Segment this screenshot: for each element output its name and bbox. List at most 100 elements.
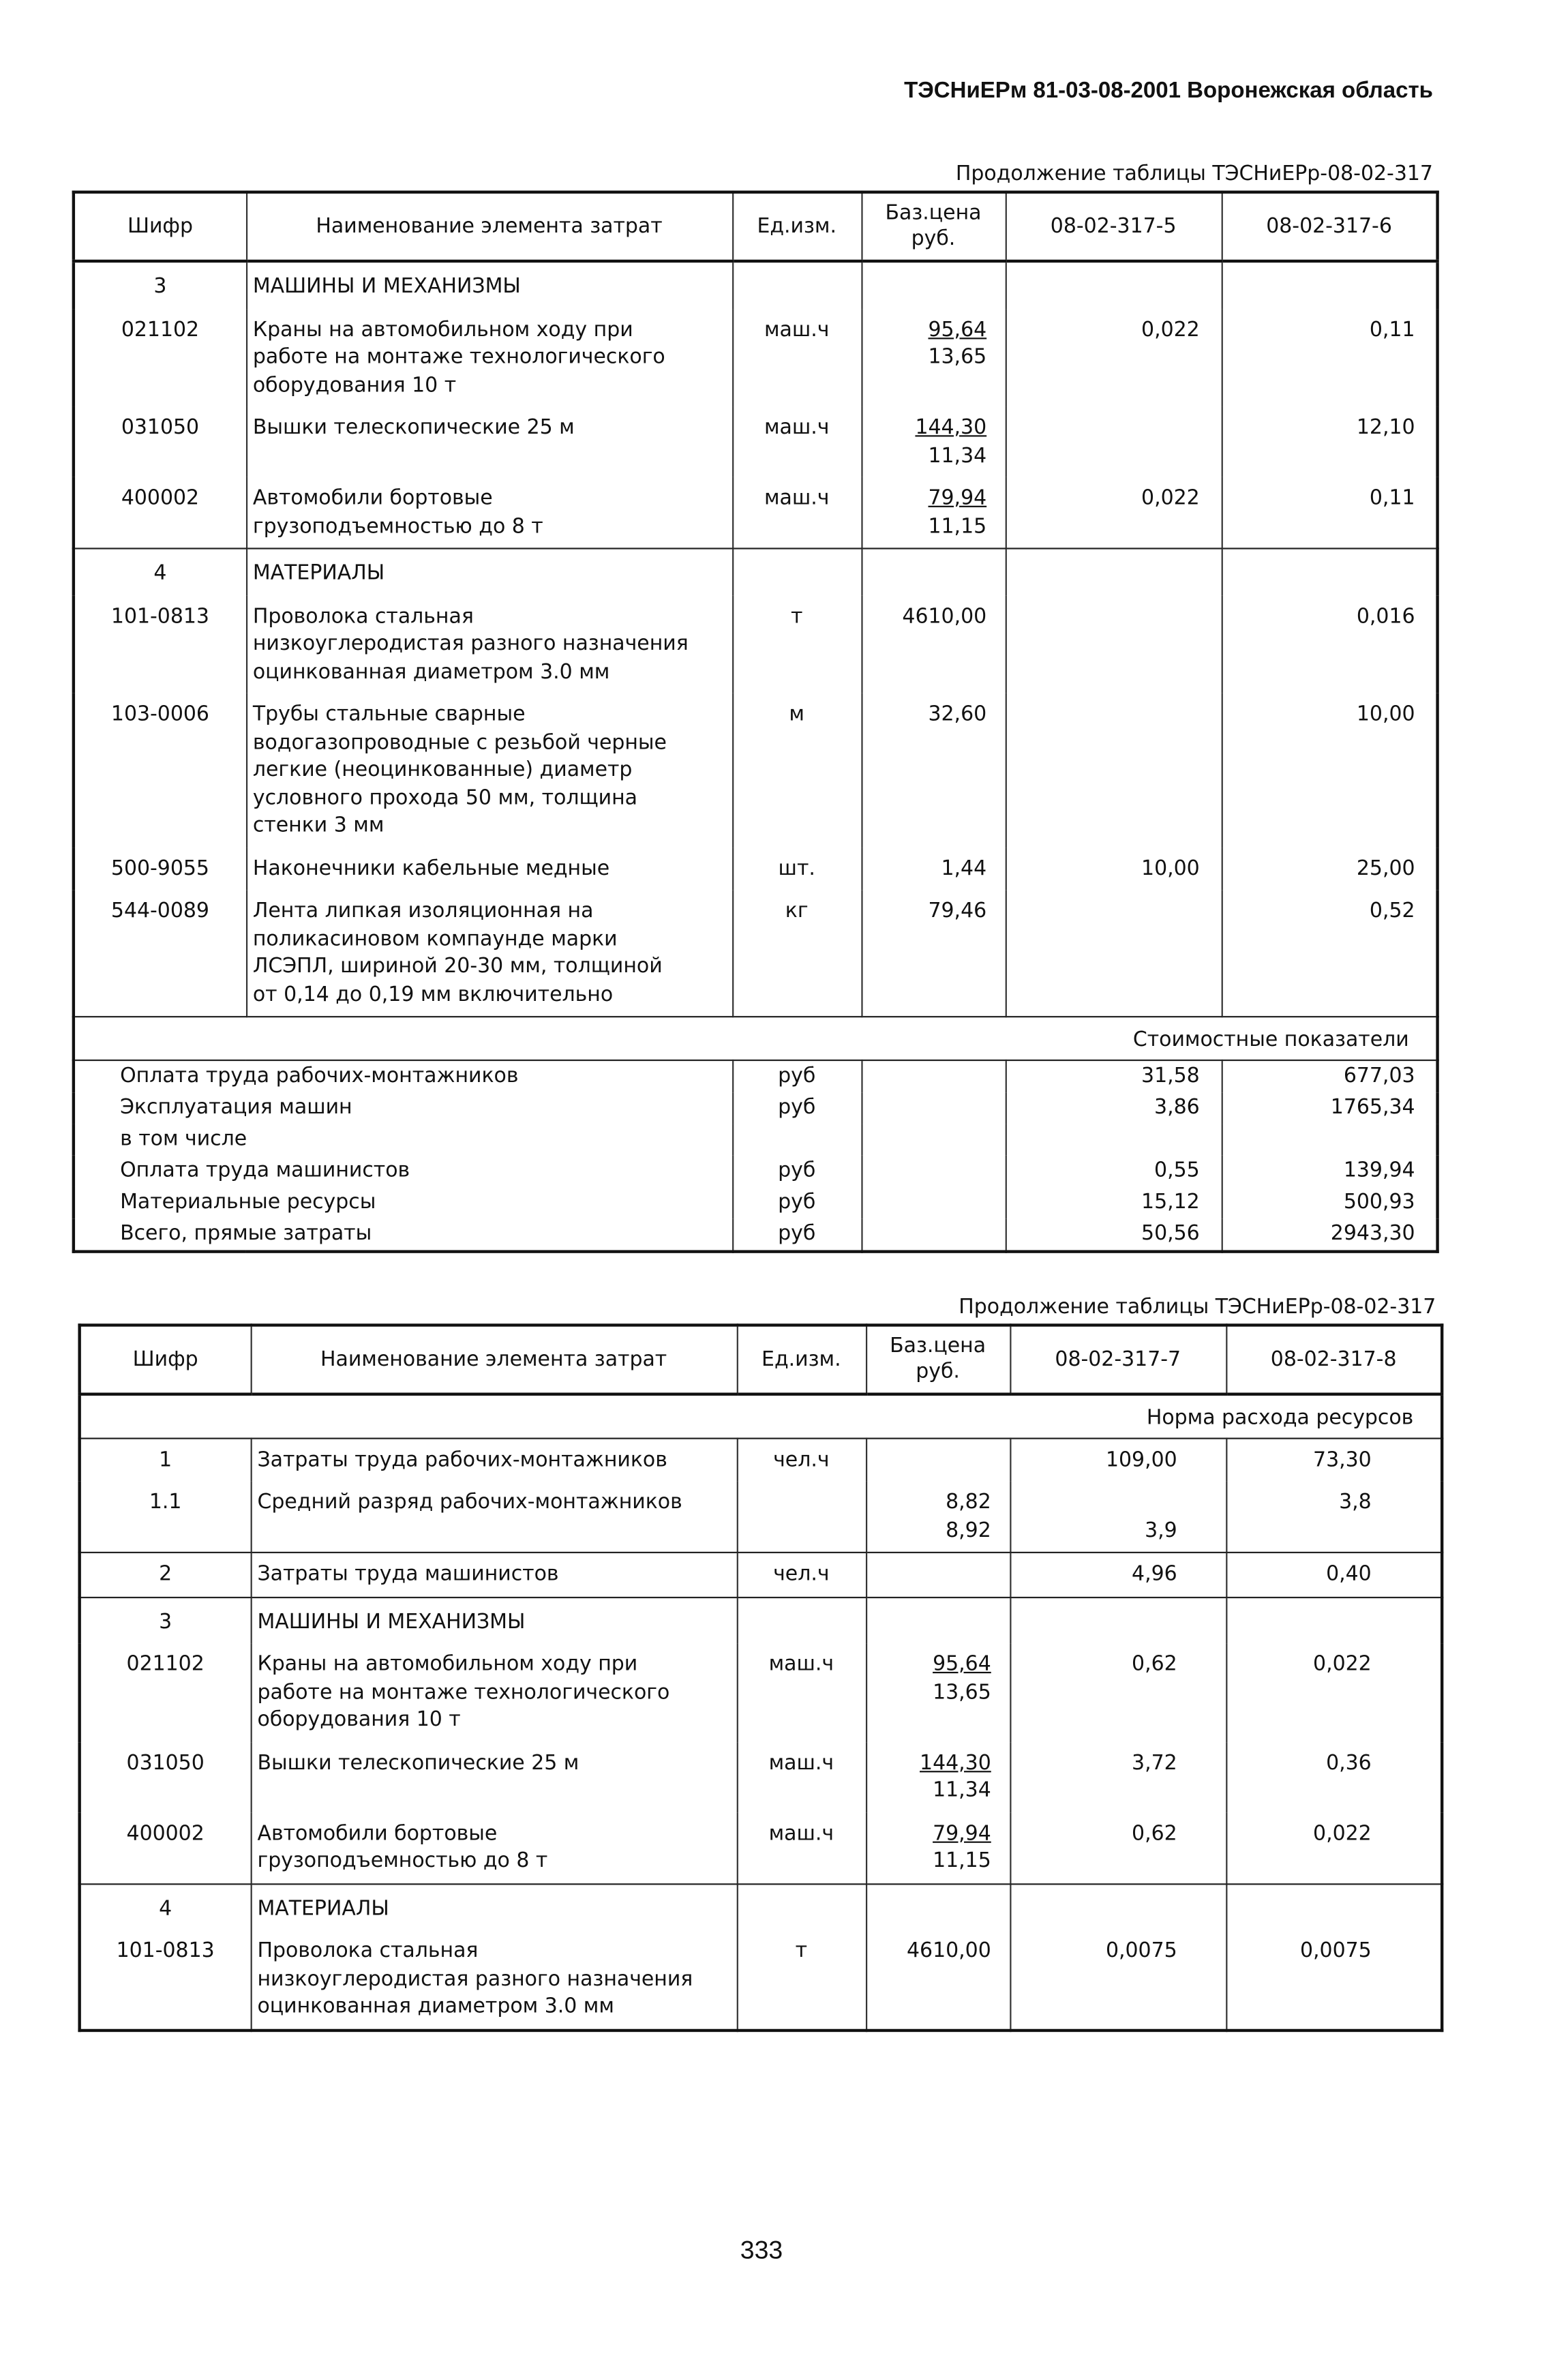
section-band-row: Стоимостные показатели: [72, 1017, 1438, 1060]
header-line: руб.: [911, 226, 956, 251]
value-cell-1: [1004, 548, 1222, 595]
summary-label: Эксплуатация машин: [72, 1092, 734, 1124]
unit-cell: чел.ч: [736, 1552, 867, 1598]
value-cell-1: 0,022: [1004, 308, 1222, 407]
summary-value-2: 500,93: [1220, 1186, 1438, 1218]
summary-label: Оплата труда рабочих-монтажников: [72, 1059, 734, 1092]
summary-value-1: 31,58: [1004, 1059, 1222, 1092]
summary-value-2: 1765,34: [1220, 1092, 1438, 1124]
value-cell-1: [1009, 1596, 1227, 1644]
summary-value-1: 0,55: [1004, 1154, 1222, 1186]
name-cell: МАТЕРИАЛЫ: [245, 548, 734, 595]
price-denominator: 11,34: [928, 443, 987, 468]
name-cell: МАШИНЫ И МЕХАНИЗМЫ: [245, 260, 734, 309]
value-cell-1: 109,00: [1009, 1437, 1227, 1482]
value-cell-1: 3,72: [1009, 1741, 1227, 1812]
price-cell: [860, 260, 1006, 309]
value-cell-2: 73,30: [1225, 1437, 1443, 1482]
header-price: Баз.цена руб.: [864, 1325, 1011, 1396]
cell-line: [1233, 1516, 1372, 1544]
name-cell: Затраты труда рабочих-монтажников: [250, 1437, 738, 1482]
unit-cell: [736, 1481, 867, 1554]
section-row: 3 МАШИНЫ И МЕХАНИЗМЫ: [72, 260, 1438, 309]
value-cell-1: 0,62: [1009, 1812, 1227, 1885]
name-cell: МАТЕРИАЛЫ: [250, 1883, 738, 1930]
price-denominator: 13,65: [928, 345, 987, 370]
price-cell: 79,94 11,15: [860, 477, 1006, 550]
price-numerator: 79,94: [933, 1820, 991, 1846]
price-cell: 1,44: [860, 847, 1006, 890]
price-cell: [864, 1437, 1011, 1482]
header-code: Шифр: [72, 192, 247, 263]
header-code: Шифр: [78, 1325, 252, 1396]
header-column-08-02-317-5: 08-02-317-5: [1004, 192, 1222, 263]
resource-table-2: Шифр Наименование элемента затрат Ед.изм. Б…: [78, 1323, 1444, 2032]
header-column-08-02-317-8: 08-02-317-8: [1225, 1325, 1443, 1396]
price-cell: [864, 1596, 1011, 1644]
name-cell: Средний разряд рабочих-монтажников: [250, 1481, 738, 1554]
unit-cell: м: [731, 693, 862, 848]
code-cell: 101-0813: [78, 1930, 252, 2030]
value-cell-2: 0,36: [1225, 1741, 1443, 1812]
name-cell: Лента липкая изоляционная на поликасинов…: [245, 890, 734, 1018]
summary-unit: [731, 1123, 862, 1155]
section-band-row: Норма расхода ресурсов: [78, 1394, 1443, 1439]
code-cell: 031050: [72, 406, 247, 477]
name-cell: Вышки телескопические 25 м: [250, 1741, 738, 1812]
value-cell-2: 0,11: [1220, 308, 1438, 407]
section-row: 4 МАТЕРИАЛЫ: [72, 548, 1438, 595]
section-row: 4 МАТЕРИАЛЫ: [78, 1883, 1443, 1930]
cell-line: 8,92: [946, 1518, 991, 1542]
header-line: Баз.цена: [890, 1334, 986, 1358]
code-cell: 544-0089: [72, 890, 247, 1018]
section-band-label: Норма расхода ресурсов: [78, 1394, 1443, 1439]
value-cell-2: 0,40: [1225, 1552, 1443, 1598]
price-numerator: 144,30: [920, 1750, 991, 1775]
header-column-08-02-317-6: 08-02-317-6: [1220, 192, 1438, 263]
value-cell-2: 0,11: [1220, 477, 1438, 550]
name-cell: Проволока стальная низкоуглеродистая раз…: [250, 1930, 738, 2030]
value-cell-2: [1220, 548, 1438, 595]
value-cell-1: [1004, 595, 1222, 693]
summary-value-1: 15,12: [1004, 1186, 1222, 1218]
summary-value-1: 50,56: [1004, 1218, 1222, 1251]
unit-cell: [736, 1596, 867, 1644]
unit-cell: [731, 260, 862, 309]
price-cell: 95,64 13,65: [864, 1643, 1011, 1742]
summary-row: Оплата труда рабочих-монтажников руб 31,58…: [72, 1059, 1438, 1092]
unit-cell: шт.: [731, 847, 862, 890]
price-cell: [864, 1552, 1011, 1598]
unit-cell: маш.ч: [736, 1741, 867, 1812]
price-cell: 4610,00: [860, 595, 1006, 693]
value-cell-1: [1009, 1883, 1227, 1930]
table-row: 101-0813 Проволока стальная низкоуглероди…: [72, 595, 1438, 693]
header-line: руб.: [916, 1360, 960, 1384]
header-line: Ед.изм.: [757, 213, 836, 238]
page-number: 333: [740, 2236, 783, 2265]
code-cell: 2: [78, 1552, 252, 1598]
summary-price: [860, 1154, 1006, 1186]
code-cell: 3: [78, 1596, 252, 1644]
header-line: Шифр: [127, 213, 193, 238]
header-price: Баз.цена руб.: [860, 192, 1006, 263]
code-cell: 1.1: [78, 1481, 252, 1554]
summary-value-2: [1220, 1123, 1438, 1155]
table-row: 021102 Краны на автомобильном ходу при ра…: [78, 1643, 1443, 1742]
value-cell-1: [1004, 693, 1222, 848]
section-row: 3 МАШИНЫ И МЕХАНИЗМЫ: [78, 1596, 1443, 1644]
code-cell: 4: [78, 1883, 252, 1930]
summary-value-2: 2943,30: [1220, 1218, 1438, 1251]
summary-value-2: 139,94: [1220, 1154, 1438, 1186]
value-cell-1: [1004, 890, 1222, 1018]
unit-cell: [731, 548, 862, 595]
price-cell: 79,46: [860, 890, 1006, 1018]
value-cell-1: 10,00: [1004, 847, 1222, 890]
summary-unit: руб: [731, 1154, 862, 1186]
name-cell: Проволока стальная низкоуглеродистая раз…: [245, 595, 734, 693]
summary-label: Оплата труда машинистов: [72, 1154, 734, 1186]
price-cell: 144,30 11,34: [860, 406, 1006, 477]
price-numerator: 144,30: [915, 415, 987, 440]
value-cell-1: 0,62: [1009, 1643, 1227, 1742]
value-cell-1: [1004, 406, 1222, 477]
